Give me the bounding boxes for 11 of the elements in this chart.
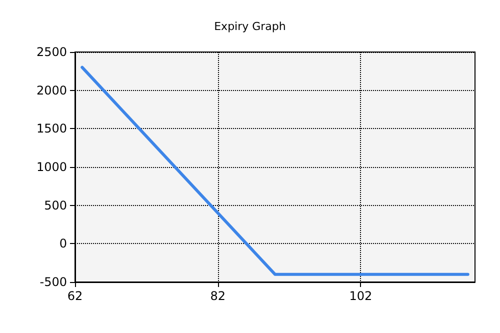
x-tick-label: 82 bbox=[210, 289, 226, 303]
y-tick-label: 500 bbox=[44, 198, 67, 212]
y-tick-label: 1500 bbox=[36, 122, 67, 136]
y-tick-label: -500 bbox=[40, 275, 67, 289]
x-tick-label: 102 bbox=[349, 289, 372, 303]
x-tick-label: 62 bbox=[67, 289, 83, 303]
chart-title: Expiry Graph bbox=[214, 20, 286, 33]
y-tick-label: 0 bbox=[59, 236, 67, 251]
y-tick-label: 1000 bbox=[36, 160, 67, 174]
y-tick-label: 2500 bbox=[36, 45, 67, 59]
y-tick-label: 2000 bbox=[36, 83, 67, 98]
